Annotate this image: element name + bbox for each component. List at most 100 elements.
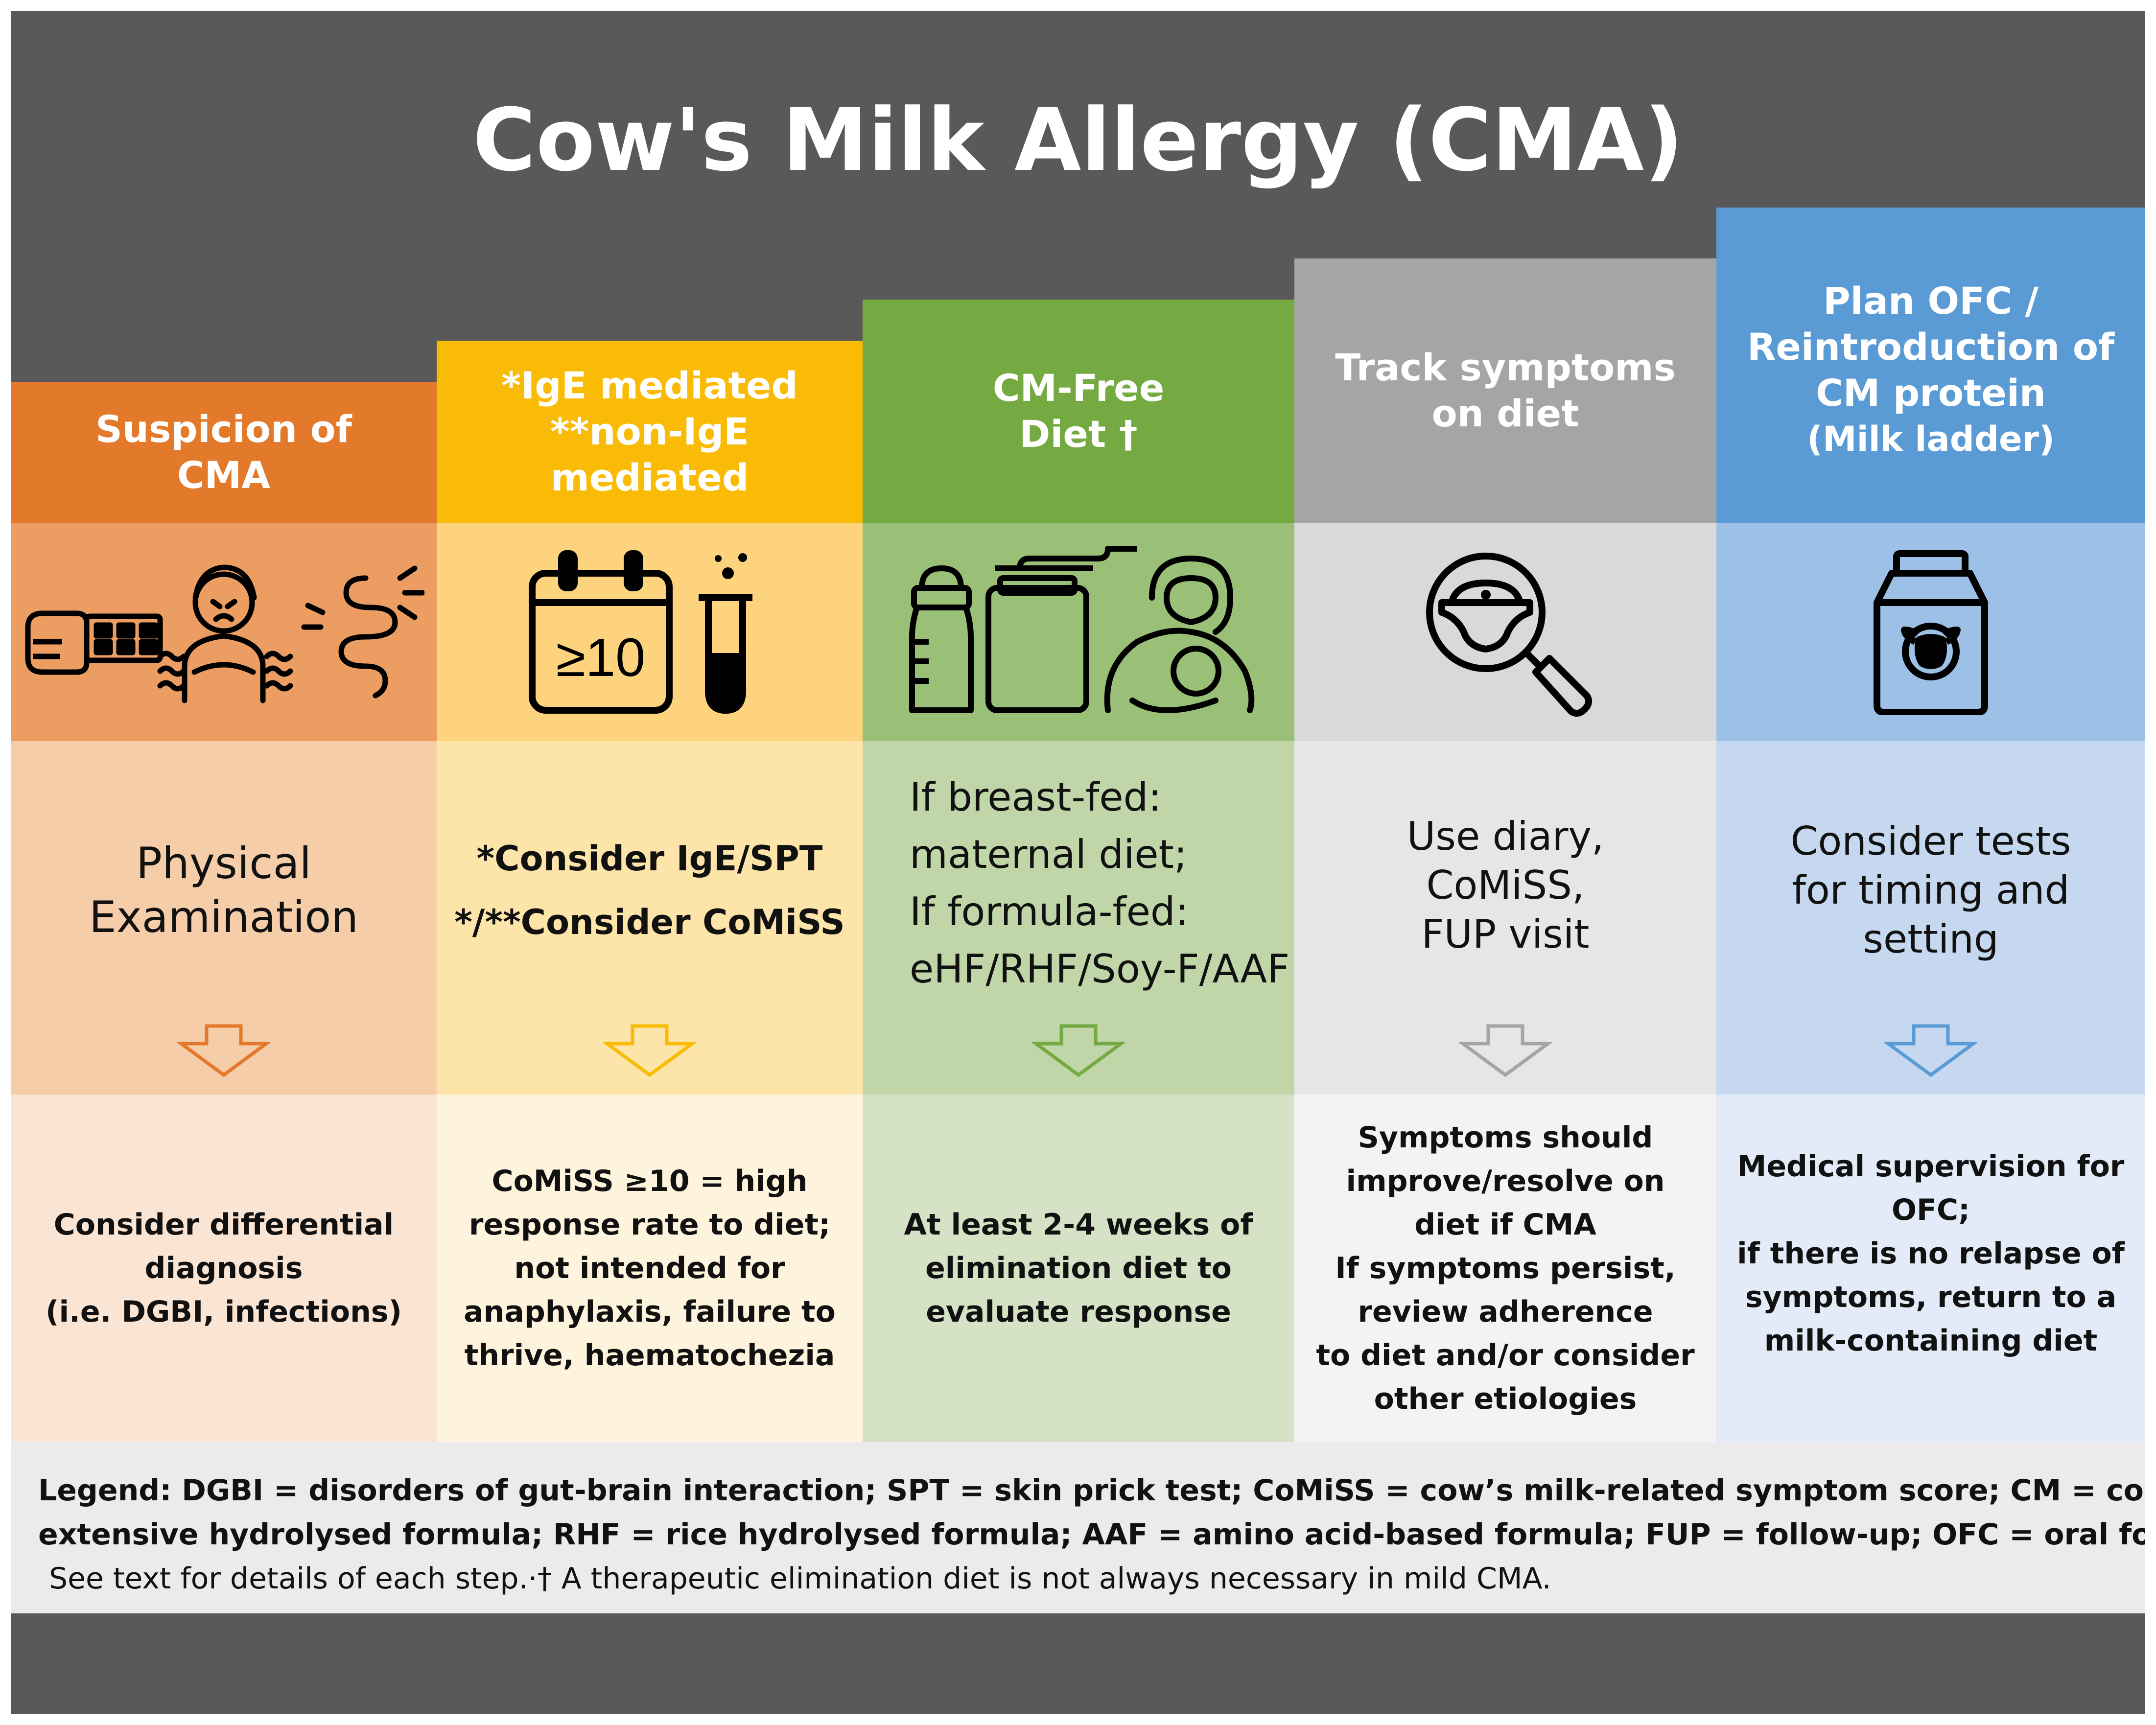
note-line: if there is no relapse of <box>1737 1236 2125 1271</box>
formula-tin-icon <box>985 546 1137 713</box>
test-icons: ≥10 <box>529 550 752 714</box>
step-suspicion: Suspicion of CMA <box>11 382 437 1442</box>
note-line: improve/resolve on <box>1346 1164 1665 1198</box>
legend-line: Legend: DGBI = disorders of gut-brain in… <box>38 1473 2145 1508</box>
note-line: thrive, haematochezia <box>464 1338 835 1373</box>
note-line: (i.e. DGBI, infections) <box>46 1294 402 1329</box>
header-line: *IgE mediated <box>501 364 798 407</box>
magnifier-diaper-icon <box>1426 553 1593 717</box>
action-line: If formula-fed: <box>910 889 1189 934</box>
icon-band <box>863 523 1294 741</box>
header-line: CMA <box>177 453 271 497</box>
note-line: review adherence <box>1358 1294 1653 1329</box>
action-line: */**Consider CoMiSS <box>454 902 845 942</box>
down-arrow-icon <box>603 1024 696 1077</box>
note-line: anaphylaxis, failure to <box>464 1294 836 1329</box>
header-line: (Milk ladder) <box>1807 419 2055 459</box>
icon-band <box>1716 523 2145 741</box>
legend: Legend: DGBI = disorders of gut-brain in… <box>11 1442 2145 1613</box>
header-line: on diet <box>1431 392 1579 435</box>
header-line: Suspicion of <box>95 407 352 451</box>
header-line: CM protein <box>1816 371 2046 415</box>
action-text: Consider tests for timing and setting <box>1716 741 2145 996</box>
action-band: Consider tests for timing and setting <box>1716 741 2145 1095</box>
header-line: CM-Free <box>992 366 1165 410</box>
down-arrow-icon <box>177 1024 270 1077</box>
action-line: Physical <box>136 838 311 888</box>
note-band: Medical supervision for OFC; if there is… <box>1716 1095 2145 1442</box>
distressed-infant-icon <box>157 564 293 703</box>
note-line: milk-containing diet <box>1764 1323 2098 1358</box>
legend-line: extensive hydrolysed formula; RHF = rice… <box>38 1517 2145 1552</box>
step-ige-body: ≥10 *Consider IgE/SPT */**Consider CoMiS… <box>437 11 863 1442</box>
action-line: Use diary, <box>1406 814 1604 859</box>
header-line: Reintroduction of <box>1747 325 2115 369</box>
action-band: *Consider IgE/SPT */**Consider CoMiSS <box>437 741 863 1095</box>
note-line: not intended for <box>514 1251 785 1285</box>
note-line: elimination diet to <box>925 1251 1232 1285</box>
down-arrow-icon <box>1459 1024 1552 1077</box>
breastfeeding-icon <box>1104 556 1255 713</box>
gut-pain-icon <box>301 565 424 699</box>
skin-rash-arm-icon <box>25 610 163 675</box>
action-line: FUP visit <box>1421 911 1590 957</box>
action-line: Consider tests <box>1790 818 2071 864</box>
header-line: Track symptoms <box>1335 346 1676 389</box>
note-line: Symptoms should <box>1358 1120 1653 1155</box>
note-line: At least 2-4 weeks of <box>904 1207 1253 1242</box>
note-line: to diet and/or consider <box>1316 1338 1695 1373</box>
step-plan-ofc-body: Consider tests for timing and setting Me… <box>1716 11 2145 1442</box>
note-line: CoMiSS ≥10 = high <box>492 1164 808 1198</box>
note-line: diagnosis <box>144 1251 303 1285</box>
step-header: *IgE mediated **non-IgE mediated <box>437 341 863 523</box>
step-header: CM-Free Diet † <box>863 300 1294 523</box>
note-line: evaluate response <box>926 1294 1231 1329</box>
step-ige-classification: *IgE mediated **non-IgE mediated <box>437 341 863 1442</box>
infographic-canvas: Cow's Milk Allergy (CMA) Suspicion of CM… <box>11 11 2145 1714</box>
step-cm-free-body: If breast-fed: maternal diet; If formula… <box>863 11 1294 1442</box>
feeding-icons <box>909 546 1255 713</box>
down-arrow-icon <box>1884 1024 1977 1077</box>
note-band: CoMiSS ≥10 = high response rate to diet;… <box>437 1095 863 1442</box>
step-track-body: Use diary, CoMiSS, FUP visit Symptoms sh… <box>1294 11 1716 1442</box>
step-header: Suspicion of CMA <box>11 382 437 523</box>
note-line: response rate to diet; <box>469 1207 831 1242</box>
note-line: Consider differential <box>53 1207 394 1242</box>
header-line: **non-IgE mediated <box>550 410 750 499</box>
note-line: OFC; <box>1891 1192 1970 1227</box>
action-line: maternal diet; <box>910 832 1187 877</box>
step-suspicion-body: Physical Examination Consider differenti… <box>11 11 437 1442</box>
milk-carton-icon <box>1874 550 1988 715</box>
calendar-score-icon: ≥10 <box>529 550 673 714</box>
note-band: Symptoms should improve/resolve on diet … <box>1294 1095 1716 1442</box>
step-cm-free-diet: CM-Free Diet † <box>863 300 1294 1442</box>
header-line: Diet † <box>1019 412 1138 456</box>
action-line: Examination <box>89 892 359 942</box>
icon-band <box>11 523 437 741</box>
action-text: If breast-fed: maternal diet; If formula… <box>863 741 1294 996</box>
action-line: *Consider IgE/SPT <box>476 839 823 879</box>
step-track-symptoms: Track symptoms on diet <box>1294 258 1716 1442</box>
header-line: Plan OFC / <box>1823 279 2039 323</box>
action-text: *Consider IgE/SPT */**Consider CoMiSS <box>437 741 863 996</box>
action-line: CoMiSS, <box>1426 862 1585 908</box>
action-text: Use diary, CoMiSS, FUP visit <box>1294 741 1716 996</box>
icon-band <box>1294 523 1716 741</box>
test-tube-icon <box>699 553 752 714</box>
calendar-score-text: ≥10 <box>556 628 646 688</box>
action-line: eHF/RHF/Soy-F/AAF <box>910 946 1290 992</box>
step-plan-ofc: Plan OFC / Reintroduction of CM protein … <box>1716 208 2145 1442</box>
note-band: Consider differential diagnosis (i.e. DG… <box>11 1095 437 1442</box>
action-line: If breast-fed: <box>910 774 1162 820</box>
action-band: If breast-fed: maternal diet; If formula… <box>863 741 1294 1095</box>
baby-bottle-icon <box>909 565 974 713</box>
action-line: setting <box>1863 916 1999 962</box>
note-line: diet if CMA <box>1414 1207 1596 1242</box>
action-text: Physical Examination <box>11 741 437 996</box>
legend-footnote: See text for details of each step.·† A t… <box>49 1562 1551 1596</box>
note-band: At least 2-4 weeks of elimination diet t… <box>863 1095 1294 1442</box>
note-line: other etiologies <box>1374 1381 1637 1416</box>
down-arrow-icon <box>1032 1024 1125 1077</box>
action-line: for timing and <box>1792 867 2070 913</box>
note-line: Medical supervision for <box>1737 1149 2125 1184</box>
